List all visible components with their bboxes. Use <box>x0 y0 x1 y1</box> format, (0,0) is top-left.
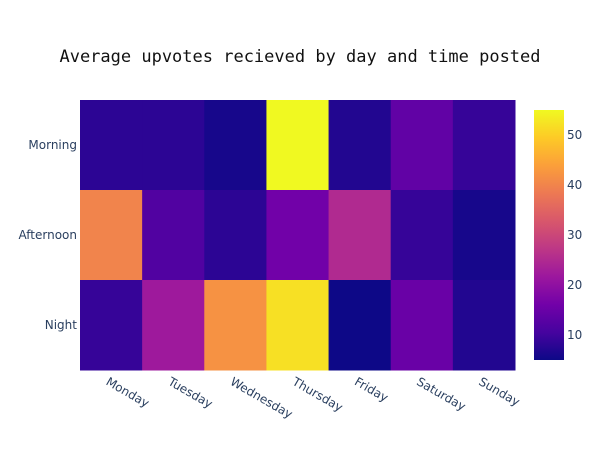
y-tick-label: Morning <box>28 138 77 152</box>
heatmap-cell-night-wednesday <box>204 280 267 371</box>
heatmap-cell-afternoon-monday <box>80 190 143 281</box>
heatmap-cell-afternoon-thursday <box>266 190 330 281</box>
x-tick-label: Saturday <box>414 374 468 413</box>
x-tick-label: Wednesday <box>228 374 295 421</box>
heatmap-cell-night-monday <box>80 280 143 371</box>
colorbar-tick-label: 40 <box>567 178 582 192</box>
y-tick-label: Night <box>45 318 78 332</box>
heatmap-cell-night-saturday <box>390 280 454 371</box>
heatmap-cell-morning-tuesday <box>142 100 205 191</box>
heatmap-cell-night-friday <box>328 280 392 371</box>
heatmap-cell-morning-thursday <box>266 100 330 191</box>
colorbar-tick-label: 20 <box>567 278 582 292</box>
x-tick-label: Friday <box>352 374 391 404</box>
heatmap-cell-afternoon-wednesday <box>204 190 267 281</box>
heatmap-cells <box>80 100 516 371</box>
heatmap-cell-morning-monday <box>80 100 143 191</box>
heatmap-cell-afternoon-saturday <box>390 190 454 281</box>
colorbar-tick-label: 50 <box>567 128 582 142</box>
heatmap-cell-morning-friday <box>328 100 392 191</box>
x-tick-label: Thursday <box>289 374 345 415</box>
heatmap-cell-morning-saturday <box>390 100 454 191</box>
heatmap-cell-afternoon-friday <box>328 190 392 281</box>
x-tick-label: Monday <box>104 374 152 410</box>
heatmap-cell-morning-sunday <box>452 100 516 191</box>
chart-title: Average upvotes recieved by day and time… <box>59 47 540 67</box>
heatmap-cell-night-sunday <box>452 280 516 371</box>
x-tick-label: Sunday <box>476 374 522 409</box>
colorbar-ticks: 10 20 30 40 50 <box>567 128 582 342</box>
heatmap-cell-morning-wednesday <box>204 100 267 191</box>
heatmap-cell-night-tuesday <box>142 280 205 371</box>
y-axis-ticks: Morning Afternoon Night <box>19 138 78 332</box>
colorbar: 10 20 30 40 50 <box>534 110 582 360</box>
heatmap-cell-night-thursday <box>266 280 330 371</box>
colorbar-gradient <box>534 110 564 360</box>
heatmap-cell-afternoon-tuesday <box>142 190 205 281</box>
heatmap-cell-afternoon-sunday <box>452 190 516 281</box>
x-tick-label: Tuesday <box>165 374 215 411</box>
colorbar-tick-label: 10 <box>567 328 582 342</box>
colorbar-tick-label: 30 <box>567 228 582 242</box>
y-tick-label: Afternoon <box>19 228 78 242</box>
